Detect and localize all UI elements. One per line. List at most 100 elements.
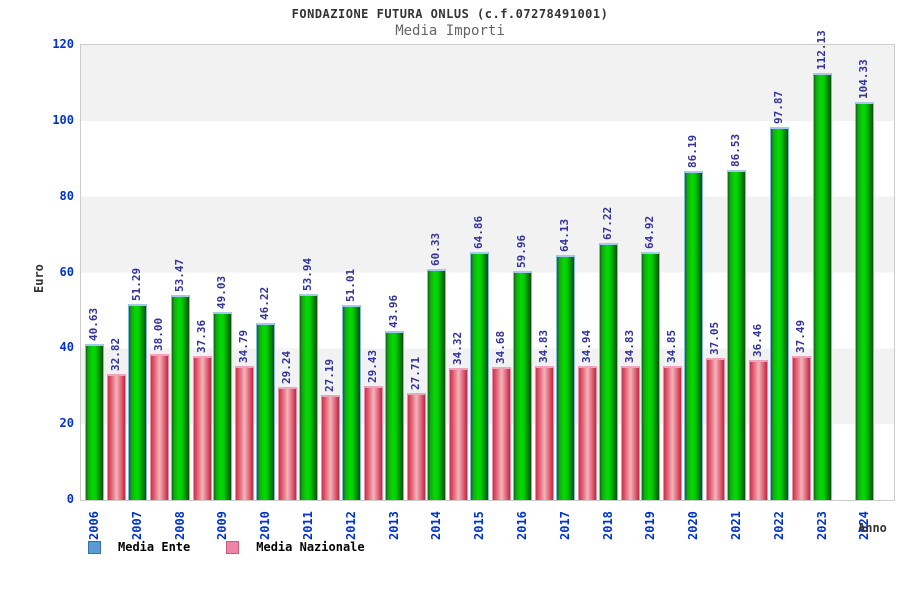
value-label-media-ente-2016: 59.96 — [515, 234, 528, 268]
value-label-media-nazionale-2017: 34.94 — [579, 329, 593, 363]
bar-media-ente-2012 — [341, 304, 361, 500]
value-label-media-nazionale-2019: 34.85 — [665, 329, 679, 363]
legend-label-media-ente: Media Ente — [118, 540, 191, 554]
y-tick-label-60: 60 — [59, 264, 74, 279]
y-tick-label-0: 0 — [66, 492, 74, 506]
bar-media-nazionale-2010 — [278, 387, 298, 500]
value-label-media-ente-2019: 64.92 — [643, 215, 657, 249]
x-tick-label-2021: 2021 — [729, 511, 743, 540]
x-tick-label-2023: 2023 — [814, 511, 829, 540]
value-label-media-nazionale-2020: 37.05 — [708, 321, 722, 355]
value-label-media-nazionale-2009: 34.79 — [237, 329, 251, 364]
x-axis-title: Anno — [858, 521, 887, 535]
value-label-media-nazionale-2015: 34.68 — [494, 330, 508, 364]
value-label-media-ente-2006: 40.63 — [87, 307, 100, 341]
bar-media-nazionale-2022 — [791, 355, 811, 500]
value-label-media-nazionale-2016: 34.83 — [537, 329, 550, 363]
value-label-media-ente-2021: 86.53 — [729, 133, 742, 167]
x-tick-label-2010: 2010 — [258, 511, 273, 540]
bar-media-ente-2015 — [470, 252, 490, 500]
bar-media-ente-2024 — [855, 102, 875, 500]
value-label-media-nazionale-2021: 36.46 — [751, 323, 764, 357]
value-label-media-ente-2022: 97.87 — [771, 90, 785, 124]
bar-media-nazionale-2017 — [577, 365, 597, 500]
bar-media-ente-2018 — [598, 243, 618, 500]
chart-title: FONDAZIONE FUTURA ONLUS (c.f.07278491001… — [291, 7, 609, 21]
y-tick-label-100: 100 — [52, 112, 74, 127]
bar-media-ente-2017 — [555, 254, 575, 500]
value-label-media-nazionale-2008: 37.36 — [194, 320, 208, 354]
x-tick-label-2012: 2012 — [343, 511, 358, 540]
value-label-media-nazionale-2010: 29.24 — [280, 350, 294, 385]
bar-media-ente-2021 — [727, 169, 746, 500]
bar-media-nazionale-2018 — [620, 365, 640, 500]
x-tick-label-2018: 2018 — [600, 511, 615, 540]
bar-media-ente-2023 — [812, 72, 832, 500]
bar-media-nazionale-2014 — [449, 367, 469, 500]
y-tick-label-20: 20 — [59, 416, 74, 431]
value-label-media-nazionale-2011: 27.19 — [323, 358, 336, 392]
value-label-media-ente-2017: 64.13 — [557, 218, 571, 252]
bar-media-ente-2011 — [299, 293, 318, 500]
value-label-media-nazionale-2022: 37.49 — [793, 319, 807, 353]
bar-media-ente-2006 — [85, 343, 104, 500]
bar-media-nazionale-2012 — [363, 386, 383, 500]
bar-media-nazionale-2020 — [706, 357, 726, 500]
bar-media-ente-2010 — [256, 322, 276, 500]
bar-media-nazionale-2008 — [192, 356, 212, 500]
value-label-media-nazionale-2014: 34.32 — [451, 331, 465, 365]
bar-media-ente-2013 — [384, 331, 404, 500]
value-label-media-nazionale-2013: 27.71 — [408, 356, 422, 390]
value-label-media-ente-2011: 53.94 — [301, 257, 314, 291]
value-label-media-ente-2010: 46.22 — [258, 286, 272, 320]
bar-media-nazionale-2016 — [535, 365, 554, 500]
x-tick-label-2020: 2020 — [686, 511, 701, 540]
x-tick-label-2008: 2008 — [172, 511, 187, 540]
bar-media-nazionale-2013 — [406, 392, 426, 500]
bar-media-ente-2016 — [513, 270, 532, 500]
bar-media-nazionale-2007 — [149, 353, 169, 500]
x-tick-label-2015: 2015 — [472, 511, 487, 540]
bar-media-nazionale-2011 — [321, 394, 340, 500]
chart-subtitle: Media Importi — [395, 23, 505, 39]
x-tick-label-2019: 2019 — [643, 511, 658, 540]
value-label-media-ente-2008: 53.47 — [172, 259, 186, 293]
value-label-media-nazionale-2006: 32.82 — [109, 337, 122, 371]
x-tick-label-2013: 2013 — [386, 511, 401, 540]
bar-media-ente-2007 — [127, 303, 147, 500]
y-tick-label-80: 80 — [59, 188, 74, 203]
value-label-media-nazionale-2018: 34.83 — [622, 329, 636, 363]
bar-media-nazionale-2009 — [235, 366, 255, 500]
bar-media-nazionale-2006 — [107, 373, 126, 500]
x-tick-label-2006: 2006 — [87, 511, 101, 540]
bar-media-ente-2019 — [641, 251, 661, 500]
x-tick-label-2011: 2011 — [301, 511, 315, 540]
y-tick-label-120: 120 — [52, 37, 74, 51]
x-tick-label-2014: 2014 — [429, 511, 444, 540]
legend-swatch-media-nazionale — [226, 540, 240, 554]
legend-swatch-media-ente — [88, 540, 101, 554]
bar-media-nazionale-2015 — [492, 366, 512, 500]
value-label-media-ente-2007: 51.29 — [129, 267, 143, 301]
legend-label-media-nazionale: Media Nazionale — [256, 540, 365, 554]
plot-area: 40.63 32.82 51.29 38.00 53.47 37.36 49.03 34.79… — [80, 30, 895, 501]
x-tick-label-2009: 2009 — [215, 511, 230, 540]
bar-media-ente-2020 — [684, 171, 704, 500]
bar-media-ente-2008 — [170, 295, 190, 500]
value-label-media-nazionale-2007: 38.00 — [151, 317, 165, 351]
x-tick-label-2022: 2022 — [771, 511, 786, 540]
value-label-media-nazionale-2012: 29.43 — [365, 350, 379, 384]
x-tick-label-2007: 2007 — [129, 511, 144, 540]
value-label-media-ente-2018: 67.22 — [600, 206, 614, 241]
x-tick-label-2017: 2017 — [557, 511, 572, 540]
bar-media-nazionale-2019 — [663, 365, 683, 500]
legend: Media Ente Media Nazionale — [88, 539, 393, 555]
y-tick-label-40: 40 — [59, 340, 74, 355]
value-label-media-ente-2009: 49.03 — [215, 275, 229, 310]
value-label-media-ente-2024: 104.33 — [857, 59, 871, 100]
bar-media-ente-2014 — [427, 269, 447, 500]
value-label-media-ente-2013: 43.96 — [386, 295, 400, 329]
bar-media-nazionale-2021 — [749, 359, 768, 500]
value-label-media-ente-2015: 64.86 — [472, 215, 486, 250]
